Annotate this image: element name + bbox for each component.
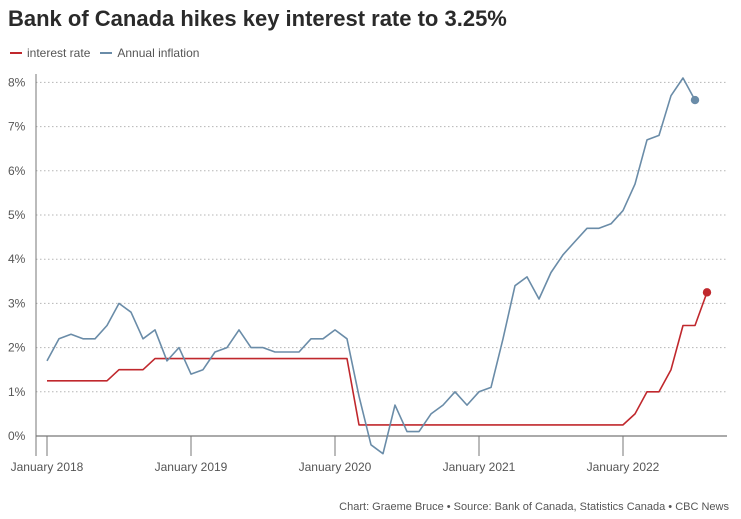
y-tick-label: 1% (8, 385, 26, 399)
legend: interest rate Annual inflation (10, 46, 209, 60)
endpoint-marker-interest-rate (702, 288, 712, 297)
x-tick-label: January 2021 (443, 460, 516, 474)
legend-label-annual-inflation: Annual inflation (117, 46, 200, 60)
y-tick-label: 2% (8, 341, 26, 355)
y-tick-label: 3% (8, 296, 26, 310)
axes: 0% 1% 2% 3% 4% 5% 6% 7% 8% January 2018 January 20… (8, 74, 727, 474)
x-tick-label: January 2019 (155, 460, 228, 474)
x-tick-label: January 2022 (587, 460, 660, 474)
series-lines (46, 77, 712, 455)
chart-credit: Chart: Graeme Bruce • Source: Bank of Ca… (339, 501, 729, 513)
legend-item-interest-rate: interest rate (10, 46, 90, 60)
gridlines (36, 81, 727, 393)
x-tick-label: January 2018 (11, 460, 84, 474)
y-tick-label: 5% (8, 208, 26, 222)
series-line-annual-inflation (46, 77, 696, 455)
y-tick-label: 6% (8, 164, 26, 178)
y-tick-label: 7% (8, 120, 26, 134)
legend-swatch-interest-rate (10, 52, 22, 54)
y-tick-label: 8% (8, 75, 26, 89)
legend-item-annual-inflation: Annual inflation (100, 46, 199, 60)
legend-label-interest-rate: interest rate (27, 46, 91, 60)
endpoint-marker-annual-inflation (690, 95, 700, 105)
y-tick-label: 4% (8, 252, 26, 266)
x-tick-label: January 2020 (299, 460, 372, 474)
series-line-interest-rate (47, 292, 708, 426)
legend-swatch-annual-inflation (100, 52, 113, 54)
y-tick-label: 0% (8, 429, 26, 443)
chart-title: Bank of Canada hikes key interest rate t… (8, 6, 507, 31)
